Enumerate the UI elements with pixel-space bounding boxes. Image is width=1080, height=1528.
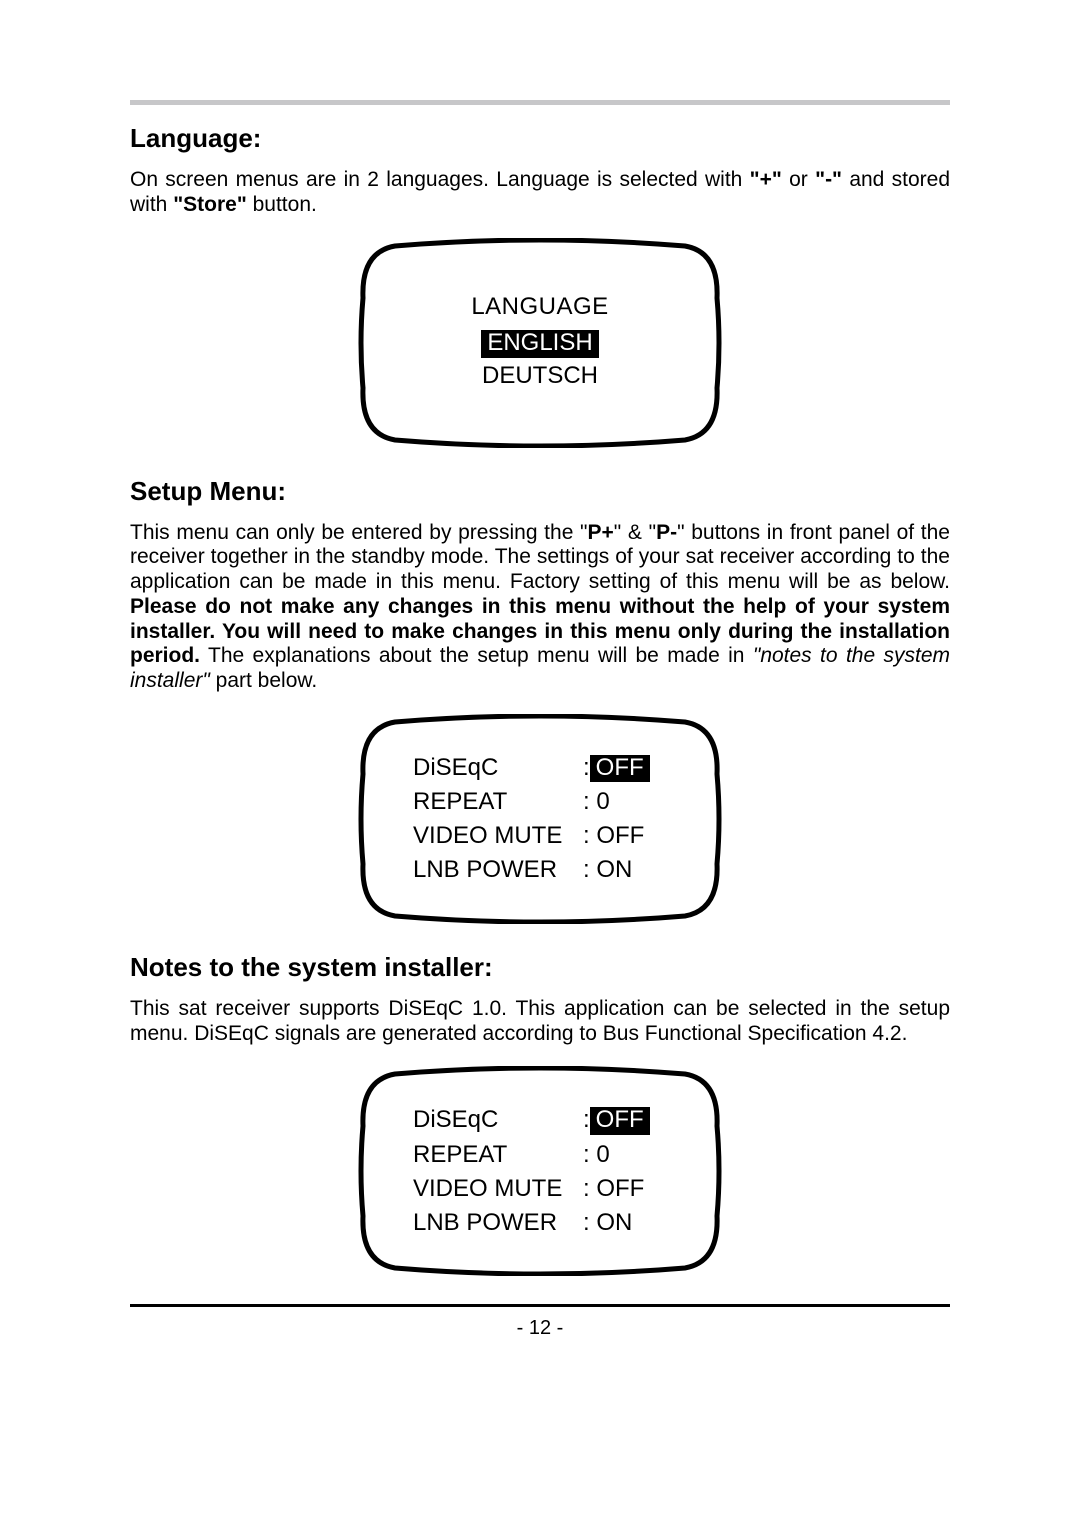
row-label: DiSEqC: [413, 1106, 583, 1134]
text: On screen menus are in 2 languages. Lang…: [130, 168, 750, 191]
bottom-divider: [130, 1304, 950, 1307]
row-value: : ON: [583, 856, 632, 884]
notes-row: LNB POWER : ON: [413, 1209, 685, 1237]
text-bold: "+": [750, 168, 782, 191]
notes-row: DiSEqC :OFF: [413, 1106, 685, 1134]
notes-row: REPEAT : 0: [413, 1141, 685, 1169]
heading-setup: Setup Menu:: [130, 476, 950, 507]
value: 0: [596, 1141, 609, 1168]
text: The explanations about the setup menu wi…: [200, 644, 753, 667]
heading-language: Language:: [130, 123, 950, 154]
row-label: LNB POWER: [413, 856, 583, 884]
row-label: REPEAT: [413, 788, 583, 816]
text-bold: P+: [588, 521, 614, 544]
row-value: :OFF: [583, 754, 650, 782]
language-title: LANGUAGE: [471, 293, 608, 321]
screen-setup-wrap: DiSEqC :OFF REPEAT : 0 VIDEO MUTE : OFF …: [130, 714, 950, 924]
row-value: : 0: [583, 1141, 610, 1169]
screen-language-content: LANGUAGE ENGLISH DEUTSCH: [355, 238, 725, 448]
value: ON: [596, 1209, 632, 1236]
row-label: REPEAT: [413, 1141, 583, 1169]
setup-row: DiSEqC :OFF: [413, 754, 685, 782]
language-option-deutsch: DEUTSCH: [482, 362, 598, 390]
language-option-english: ENGLISH: [481, 329, 598, 357]
screen-setup: DiSEqC :OFF REPEAT : 0 VIDEO MUTE : OFF …: [355, 714, 725, 924]
text: This menu can only be entered by pressin…: [130, 521, 588, 544]
selected-option: ENGLISH: [481, 330, 598, 357]
screen-language-wrap: LANGUAGE ENGLISH DEUTSCH: [130, 238, 950, 448]
row-value: : ON: [583, 1209, 632, 1237]
row-label: DiSEqC: [413, 754, 583, 782]
row-label: LNB POWER: [413, 1209, 583, 1237]
value: OFF: [596, 822, 644, 849]
selected-value: OFF: [590, 1107, 650, 1134]
text-bold: "Store": [173, 193, 247, 216]
paragraph-setup: This menu can only be entered by pressin…: [130, 521, 950, 694]
setup-row: VIDEO MUTE : OFF: [413, 822, 685, 850]
setup-row: REPEAT : 0: [413, 788, 685, 816]
text: button.: [247, 193, 317, 216]
text-bold: P-: [656, 521, 677, 544]
notes-row: VIDEO MUTE : OFF: [413, 1175, 685, 1203]
text: part below.: [210, 669, 317, 692]
screen-language: LANGUAGE ENGLISH DEUTSCH: [355, 238, 725, 448]
value: ON: [596, 856, 632, 883]
screen-setup-content: DiSEqC :OFF REPEAT : 0 VIDEO MUTE : OFF …: [355, 714, 725, 924]
value: 0: [596, 788, 609, 815]
screen-notes-content: DiSEqC :OFF REPEAT : 0 VIDEO MUTE : OFF …: [355, 1066, 725, 1276]
row-label: VIDEO MUTE: [413, 1175, 583, 1203]
paragraph-language: On screen menus are in 2 languages. Lang…: [130, 168, 950, 218]
paragraph-notes: This sat receiver supports DiSEqC 1.0. T…: [130, 997, 950, 1047]
text: " & ": [614, 521, 656, 544]
row-label: VIDEO MUTE: [413, 822, 583, 850]
selected-value: OFF: [590, 755, 650, 782]
setup-row: LNB POWER : ON: [413, 856, 685, 884]
heading-notes: Notes to the system installer:: [130, 952, 950, 983]
top-divider: [130, 100, 950, 105]
page-number: - 12 -: [130, 1317, 950, 1340]
row-value: :OFF: [583, 1106, 650, 1134]
row-value: : OFF: [583, 1175, 644, 1203]
value: OFF: [596, 1175, 644, 1202]
screen-notes: DiSEqC :OFF REPEAT : 0 VIDEO MUTE : OFF …: [355, 1066, 725, 1276]
screen-notes-wrap: DiSEqC :OFF REPEAT : 0 VIDEO MUTE : OFF …: [130, 1066, 950, 1276]
text-bold: "-": [815, 168, 842, 191]
row-value: : 0: [583, 788, 610, 816]
row-value: : OFF: [583, 822, 644, 850]
text: or: [782, 168, 815, 191]
